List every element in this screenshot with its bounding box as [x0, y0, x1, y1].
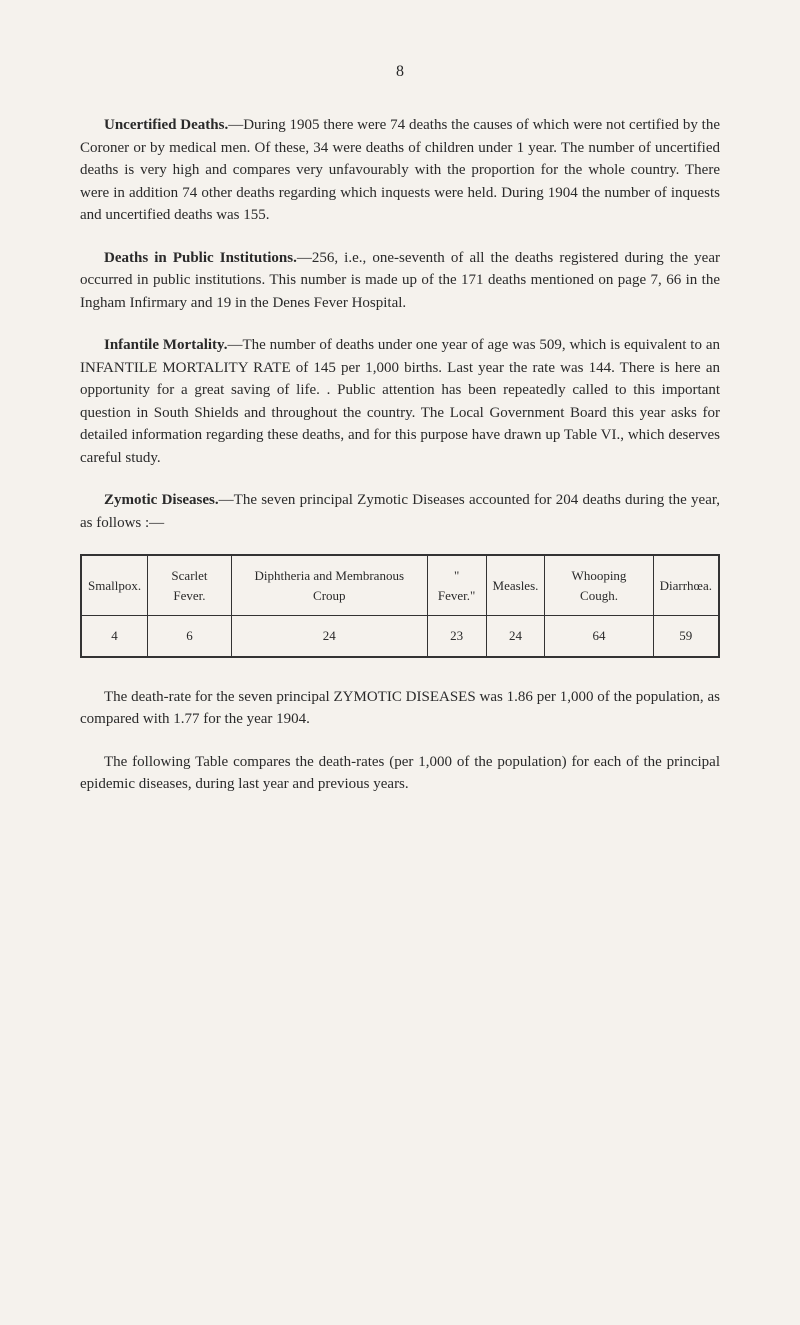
cell-scarlet-fever: 6	[148, 616, 232, 657]
zymotic-title: Zymotic Diseases.	[104, 492, 219, 508]
header-diarrhoea: Diarrhœa.	[653, 555, 719, 616]
header-fever: " Fever."	[427, 555, 486, 616]
table-data-row: 4 6 24 23 24 64 59	[81, 616, 719, 657]
uncertified-title: Uncertified Deaths.	[104, 117, 228, 133]
zymotic-table: Smallpox. Scarlet Fever. Diphtheria and …	[80, 554, 720, 658]
cell-measles: 24	[486, 616, 545, 657]
header-scarlet-fever: Scarlet Fever.	[148, 555, 232, 616]
following-table-text: The following Table compares the death-r…	[80, 754, 720, 793]
cell-fever: 23	[427, 616, 486, 657]
public-institutions-paragraph: Deaths in Public Institutions.—256, i.e.…	[80, 247, 720, 315]
infantile-title: Infantile Mortality.	[104, 337, 227, 353]
header-diphtheria: Diphtheria and Membranous Croup	[231, 555, 427, 616]
infantile-mortality-paragraph: Infantile Mortality.—The number of death…	[80, 334, 720, 469]
infantile-text: —The number of deaths under one year of …	[80, 337, 720, 466]
uncertified-deaths-paragraph: Uncertified Deaths.—During 1905 there we…	[80, 114, 720, 227]
cell-diphtheria: 24	[231, 616, 427, 657]
header-smallpox: Smallpox.	[81, 555, 148, 616]
header-whooping-cough: Whooping Cough.	[545, 555, 653, 616]
zymotic-diseases-paragraph: Zymotic Diseases.—The seven principal Zy…	[80, 489, 720, 534]
cell-whooping-cough: 64	[545, 616, 653, 657]
table-header-row: Smallpox. Scarlet Fever. Diphtheria and …	[81, 555, 719, 616]
death-rate-text: The death-rate for the seven principal Z…	[80, 689, 720, 728]
following-table-paragraph: The following Table compares the death-r…	[80, 751, 720, 796]
cell-smallpox: 4	[81, 616, 148, 657]
page-number: 8	[80, 60, 720, 84]
death-rate-paragraph: The death-rate for the seven principal Z…	[80, 686, 720, 731]
cell-diarrhoea: 59	[653, 616, 719, 657]
public-inst-title: Deaths in Public Institutions.	[104, 250, 297, 266]
header-measles: Measles.	[486, 555, 545, 616]
